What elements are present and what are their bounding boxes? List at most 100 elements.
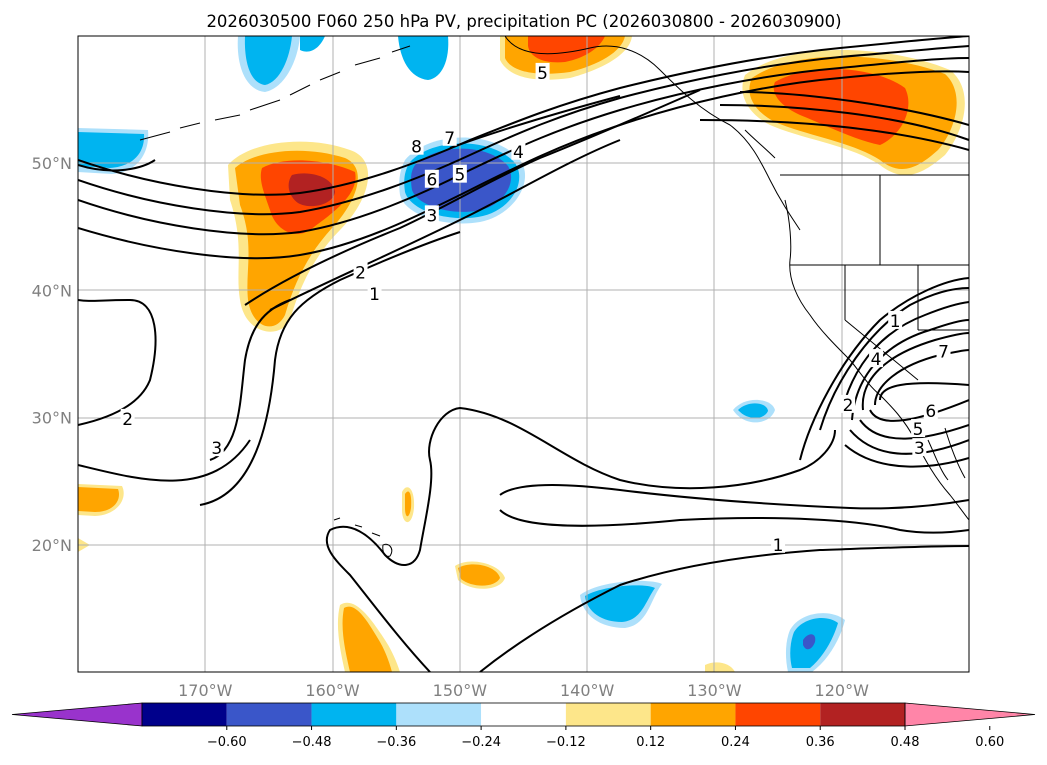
precip-fill xyxy=(528,36,605,63)
lon-label-4: 130°W xyxy=(687,681,742,700)
lon-label-1: 160°W xyxy=(305,681,360,700)
colorbar-tick-label-7: 0.36 xyxy=(806,735,835,750)
lon-label-3: 140°W xyxy=(560,681,615,700)
pv-contour xyxy=(449,95,621,149)
colorbar-tick-label-1: −0.48 xyxy=(292,735,332,750)
pv-contour xyxy=(244,89,701,306)
latitude-labels: 20°N 30°N 40°N 50°N xyxy=(32,154,72,555)
map-frame xyxy=(77,35,970,673)
contour-label-bg-4 xyxy=(424,169,439,188)
colorbar-box-7 xyxy=(735,703,821,726)
contour-label-bg-18 xyxy=(912,438,927,457)
vancouver-island xyxy=(744,129,776,159)
precip-fill xyxy=(244,36,292,85)
colorbar-box-3 xyxy=(396,703,482,726)
precip-fill xyxy=(705,662,735,672)
pv-contour xyxy=(479,545,969,672)
pv-contour xyxy=(879,382,969,401)
hawaii-islands xyxy=(333,517,393,557)
contour-label-12: 1 xyxy=(890,312,901,332)
pv-contour xyxy=(78,70,969,260)
pv-contour xyxy=(851,319,969,421)
pv-contour xyxy=(209,299,291,461)
contour-label-bg-17 xyxy=(911,419,926,438)
contour-label-bg-1 xyxy=(409,136,424,155)
lat-label-0: 20°N xyxy=(32,536,72,555)
lat-label-1: 30°N xyxy=(32,409,72,428)
colorbar-tick-label-5: 0.12 xyxy=(636,735,665,750)
precip-fill xyxy=(738,403,768,418)
colorbar-box-1 xyxy=(226,703,312,726)
precip-fill xyxy=(300,36,325,52)
contour-label-4: 6 xyxy=(426,171,437,191)
colorbar: −0.60 −0.48 −0.36 −0.24 −0.12 0.12 0.24 0.36 0.4… xyxy=(11,702,1036,750)
colorbar-box-5 xyxy=(565,703,651,726)
colorbar-box-6 xyxy=(650,703,736,726)
pv-contour xyxy=(78,36,969,196)
contour-label-14: 7 xyxy=(938,342,949,362)
pv-contour xyxy=(78,45,969,216)
colorbar-tick-label-6: 0.24 xyxy=(721,735,750,750)
lon-label-5: 120°W xyxy=(815,681,870,700)
contour-label-17: 5 xyxy=(913,420,924,440)
colorbar-outline xyxy=(141,702,906,727)
contour-label-bg-15 xyxy=(841,394,856,413)
contour-label-bg-0 xyxy=(535,62,550,81)
contour-label-2: 7 xyxy=(444,129,455,149)
pv-contour xyxy=(269,139,621,311)
contour-label-0: 5 xyxy=(537,64,548,84)
pv-contour xyxy=(861,332,969,411)
aleutian-islands xyxy=(139,45,411,141)
colorbar-extend-high xyxy=(904,702,1036,727)
pv-contour xyxy=(325,406,836,672)
pv-contour xyxy=(78,159,156,172)
colorbar-tick-label-3: −0.24 xyxy=(461,735,501,750)
contour-label-bg-8 xyxy=(367,284,382,303)
contour-label-bg-10 xyxy=(209,438,224,457)
colorbar-tick-label-9: 0.60 xyxy=(975,735,1004,750)
contour-label-9: 2 xyxy=(122,410,133,430)
contour-label-bg-7 xyxy=(353,262,368,281)
contour-label-1: 8 xyxy=(411,138,422,158)
pv-contour xyxy=(499,509,969,534)
contour-label-bg-11 xyxy=(771,534,786,553)
precip-fill xyxy=(405,491,412,517)
lon-label-2: 150°W xyxy=(433,681,488,700)
contour-label-bg-16 xyxy=(923,401,938,420)
pv-contour xyxy=(199,231,461,506)
precip-fill xyxy=(803,634,816,650)
colorbar-extend-low xyxy=(11,702,143,727)
lat-label-2: 40°N xyxy=(32,281,72,300)
precip-fill xyxy=(773,69,909,145)
contour-label-bg-9 xyxy=(120,408,135,427)
contour-label-16: 6 xyxy=(925,402,936,422)
colorbar-box-8 xyxy=(820,703,905,726)
pv-contour xyxy=(869,399,969,422)
precip-fill xyxy=(78,487,120,512)
pv-contour xyxy=(799,277,969,461)
pv-contour xyxy=(699,119,969,151)
pv-contour xyxy=(849,429,969,455)
contour-label-bg-3 xyxy=(511,141,526,160)
north-america-coastline xyxy=(784,199,969,521)
lon-label-0: 170°W xyxy=(178,681,233,700)
pv-contour xyxy=(844,301,969,401)
contour-label-15: 2 xyxy=(843,396,854,416)
precip-fill xyxy=(342,606,392,672)
pv-contour xyxy=(719,104,969,141)
contour-label-bg-6 xyxy=(424,205,439,224)
colorbar-tick-label-4: −0.12 xyxy=(546,735,586,750)
colorbar-tick-label-8: 0.48 xyxy=(891,735,920,750)
pv-contour xyxy=(499,484,969,510)
pv-contours xyxy=(78,36,969,672)
precip-fill xyxy=(288,173,335,207)
contour-label-8: 1 xyxy=(369,285,380,305)
contour-label-13: 4 xyxy=(871,350,882,370)
colorbar-box-0 xyxy=(142,703,227,726)
contour-label-18: 3 xyxy=(914,439,925,459)
contour-label-bg-2 xyxy=(442,127,457,146)
colorbar-tick-label-2: −0.36 xyxy=(376,735,416,750)
